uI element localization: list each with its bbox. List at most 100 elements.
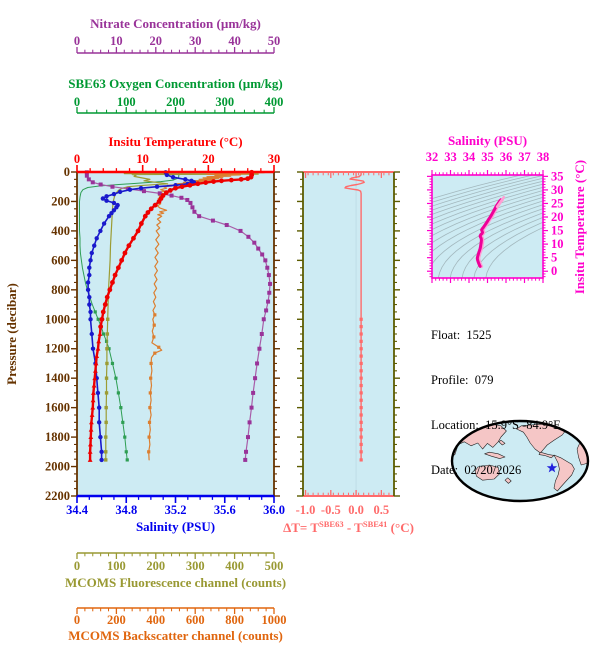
float-info: Float: 1525 Profile: 079 Location: 15.9°… (431, 298, 561, 508)
pressure-tick-label: 1000 (45, 312, 70, 326)
nitrate-marker (256, 246, 261, 251)
nitrate-marker (141, 189, 146, 194)
salinity-marker (88, 309, 93, 315)
pressure-tick-label: 1200 (45, 342, 70, 356)
salinity-marker (92, 243, 97, 248)
nitrate-tick-label: 50 (268, 34, 281, 48)
salinity-marker (96, 420, 102, 425)
temperature-marker (94, 353, 100, 359)
nitrate-marker (260, 252, 265, 257)
ts-temp-tick-label: 0 (551, 264, 557, 278)
salinity-marker (109, 211, 114, 216)
temperature-marker (88, 442, 93, 447)
nitrate-marker (243, 457, 248, 462)
pressure-tick-label: 2000 (45, 460, 70, 474)
salinity-marker (127, 187, 133, 192)
backscatter-marker (157, 345, 161, 349)
nitrate-marker (90, 180, 95, 185)
delta-marker (359, 442, 363, 447)
salinity-axis (76, 494, 275, 503)
temperature-marker (142, 213, 148, 219)
salinity-marker (87, 294, 92, 300)
nitrate-marker (245, 435, 250, 440)
fluorescence-marker (105, 347, 109, 351)
isopycnal (432, 196, 543, 244)
landmass (553, 454, 575, 492)
temperature-marker (96, 338, 102, 344)
temperature-marker (107, 287, 113, 293)
nitrate-marker (224, 223, 229, 228)
ts-sal-tick-label: 35 (481, 150, 494, 164)
oxygen-marker (119, 406, 123, 410)
pressure-tick-label: 2200 (45, 489, 70, 503)
salinity-marker (89, 250, 94, 256)
oxygen-marker (110, 361, 115, 366)
temperature-marker (91, 383, 97, 388)
nitrate-marker (257, 346, 262, 351)
fluorescence-marker (104, 458, 108, 462)
delta-marker (359, 325, 363, 329)
main-right-axis (273, 171, 280, 497)
delta-marker (359, 354, 363, 358)
landmass (474, 464, 500, 481)
ts-sal-title: Salinity (PSU) (448, 133, 527, 148)
temperature-marker (195, 181, 201, 187)
salinity-marker (88, 258, 93, 263)
delta-axis-title: ΔT= TSBE63 - TSBE41 (°C) (283, 519, 414, 535)
salinity-marker (111, 208, 117, 213)
fluorescence-axis-title: MCOMS Fluorescence channel (counts) (65, 575, 286, 590)
salinity-marker (98, 228, 103, 234)
float-info-row: Profile: 079 (431, 373, 494, 387)
ts-sal-tick-label: 33 (444, 150, 457, 164)
fluorescence-tick-label: 500 (265, 559, 284, 573)
isopycnal (432, 183, 543, 220)
backscatter-series (147, 171, 265, 461)
ts-plot-area (432, 175, 543, 278)
world-map (450, 419, 590, 503)
oxygen-marker (101, 332, 106, 336)
fluorescence-marker (104, 435, 108, 439)
temperature-marker (92, 375, 98, 381)
backscatter-marker (152, 323, 156, 327)
salinity-marker (117, 189, 123, 195)
delta-marker (359, 376, 363, 380)
map-outline (450, 419, 590, 503)
nitrate-marker (267, 290, 272, 295)
temperature-marker (228, 177, 234, 183)
salinity-marker (104, 198, 109, 203)
temperature-marker (89, 412, 95, 417)
temperature-marker (91, 390, 96, 395)
temperature-tick-label: 10 (136, 152, 149, 166)
temperature-marker (102, 302, 108, 307)
ts-sal-tick-label: 34 (463, 150, 476, 164)
salinity-marker (87, 302, 92, 307)
oxygen-marker (107, 347, 111, 351)
delta-marker (359, 450, 363, 454)
temperature-marker (88, 427, 94, 432)
salinity-marker (87, 265, 92, 270)
nitrate-marker (252, 240, 257, 245)
ts-curve (475, 198, 503, 268)
temperature-marker (245, 176, 251, 182)
isopycnal (432, 177, 543, 211)
nitrate-tick-label: 10 (110, 34, 123, 48)
oxygen-marker (114, 376, 118, 380)
oxygen-axis (76, 107, 275, 114)
ts-temp-title: Insitu Temperature (°C) (572, 160, 587, 294)
isopycnal (432, 193, 543, 237)
nitrate-marker (244, 449, 249, 454)
salinity-marker (87, 272, 92, 278)
salinity-marker (170, 174, 176, 180)
pressure-tick-label: 600 (51, 253, 70, 267)
salinity-tick-label: 34.4 (66, 503, 89, 517)
backscatter-tick-label: 600 (186, 613, 205, 627)
fluorescence-tick-label: 100 (107, 559, 126, 573)
isopycnal (485, 227, 543, 278)
oxygen-tick-label: 0 (74, 95, 80, 109)
delta-plot: ΔT= TSBE63 - TSBE41 (°C) (283, 171, 414, 535)
temperature-marker (99, 316, 105, 322)
isopycnal (432, 175, 534, 203)
salinity-tick-label: 35.2 (165, 503, 187, 517)
temperature-marker (179, 184, 185, 190)
salinity-marker (99, 449, 104, 455)
